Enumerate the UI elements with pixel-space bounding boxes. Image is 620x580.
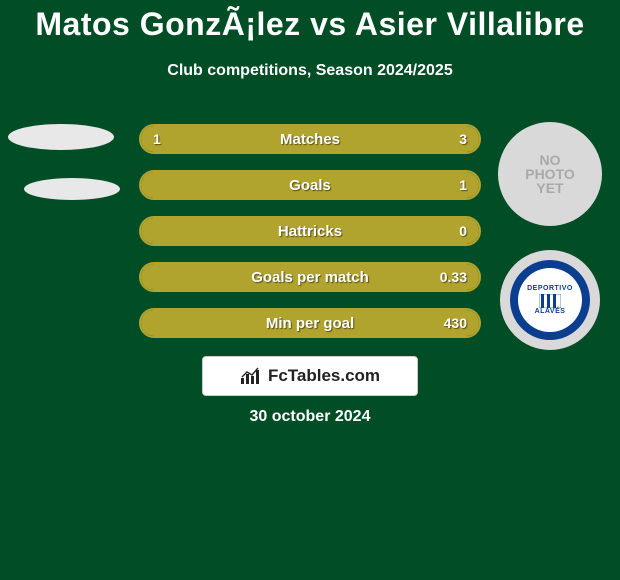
alaves-badge-inner: DEPORTIVO ALAVÉS [518, 268, 582, 332]
no-photo-label: NO PHOTO YET [525, 153, 575, 195]
page-subtitle: Club competitions, Season 2024/2025 [0, 62, 620, 80]
stat-right-value: 0.33 [440, 269, 467, 285]
stat-label: Hattricks [141, 223, 479, 240]
player2-photo-placeholder: NO PHOTO YET [498, 122, 602, 226]
stat-row: Goals per match0.33 [139, 262, 481, 292]
player1-club-placeholder [24, 178, 120, 200]
stat-right-value: 430 [444, 315, 467, 331]
stat-label: Min per goal [141, 315, 479, 332]
fctables-label: FcTables.com [268, 366, 380, 386]
alaves-flag-icon [539, 294, 561, 308]
alaves-center-text: ALAVÉS [535, 308, 566, 315]
stat-label: Goals [141, 177, 479, 194]
chart-icon [240, 367, 262, 385]
comparison-canvas: Matos GonzÃ¡lez vs Asier Villalibre Club… [0, 0, 620, 580]
stat-row: Min per goal430 [139, 308, 481, 338]
stat-right-value: 0 [459, 223, 467, 239]
no-photo-line3: YET [536, 180, 563, 196]
comparison-bars: 1Matches3Goals1Hattricks0Goals per match… [139, 124, 481, 354]
page-title: Matos GonzÃ¡lez vs Asier Villalibre [0, 6, 620, 43]
stat-label: Matches [141, 131, 479, 148]
fctables-banner[interactable]: FcTables.com [202, 356, 418, 396]
alaves-badge-outer: DEPORTIVO ALAVÉS [510, 260, 590, 340]
date-label: 30 october 2024 [0, 408, 620, 426]
stat-right-value: 1 [459, 177, 467, 193]
stat-row: 1Matches3 [139, 124, 481, 154]
player2-club-badge: DEPORTIVO ALAVÉS [500, 250, 600, 350]
stat-row: Goals1 [139, 170, 481, 200]
stat-label: Goals per match [141, 269, 479, 286]
stat-row: Hattricks0 [139, 216, 481, 246]
alaves-top-text: DEPORTIVO [527, 285, 573, 292]
player1-photo-placeholder [8, 124, 114, 150]
stat-right-value: 3 [459, 131, 467, 147]
